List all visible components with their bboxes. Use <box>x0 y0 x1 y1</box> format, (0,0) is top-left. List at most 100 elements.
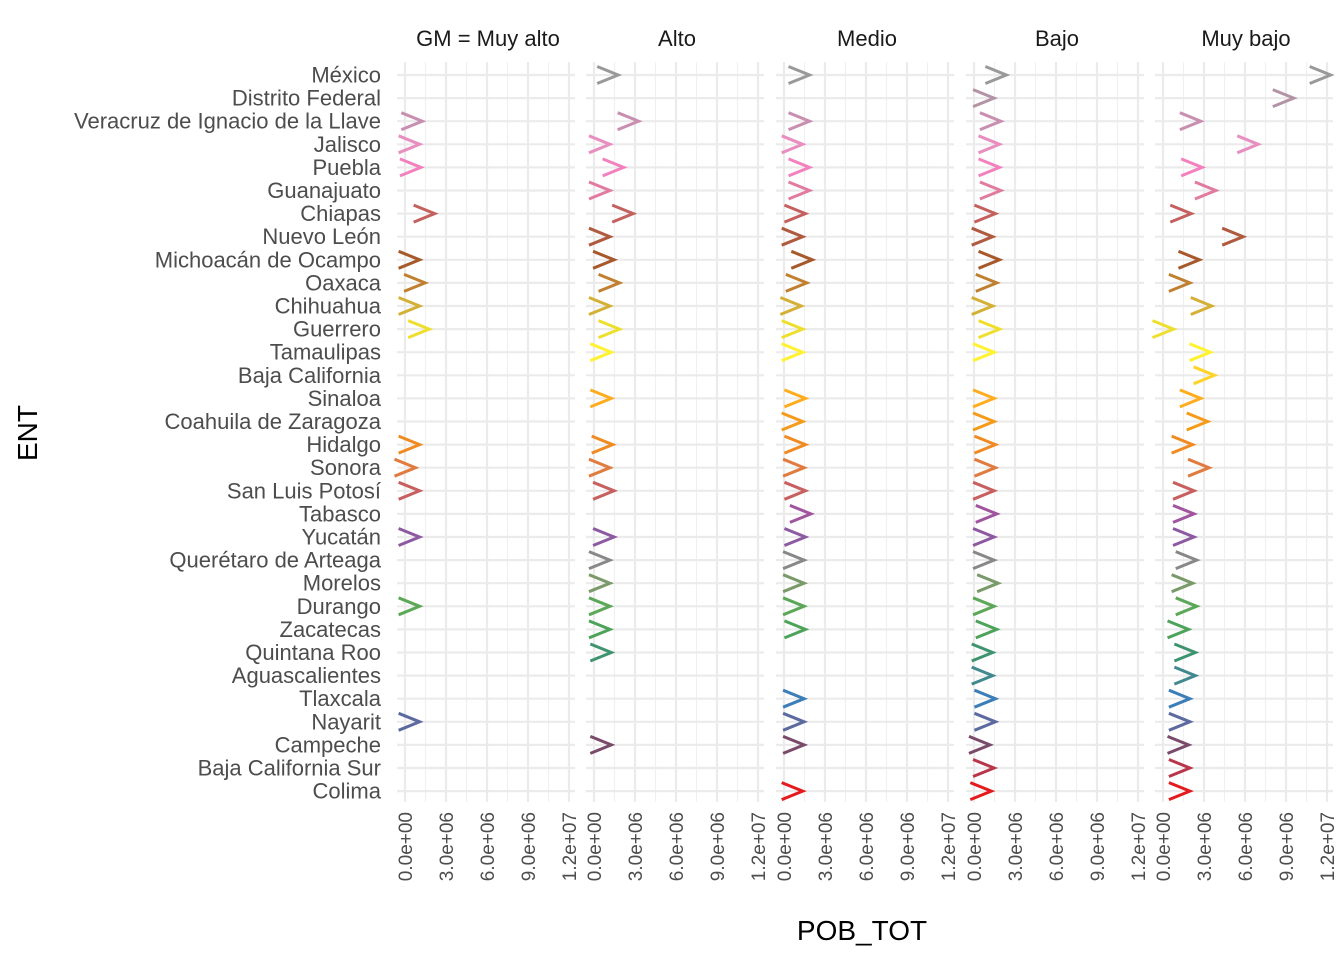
x-tick-label: 0.0e+00 <box>396 812 417 881</box>
x-tick-label: 3.0e+06 <box>1195 812 1216 881</box>
y-label-tlaxcala: Tlaxcala <box>299 686 382 711</box>
point-medio-tabasco <box>789 504 815 524</box>
y-label-san-luis-potosi: San Luis Potosí <box>227 478 381 503</box>
x-tick-label: 6.0e+06 <box>1047 812 1068 881</box>
point-muy-bajo-baja-california <box>1192 365 1219 386</box>
point-bajo-distrito-federal <box>972 88 999 108</box>
point-medio-sonora <box>782 457 809 478</box>
point-muy-bajo-colima <box>1168 781 1194 801</box>
point-bajo-durango <box>972 596 999 617</box>
point-alto-tamaulipas <box>589 342 616 363</box>
point-medio-veracruz-de-ignacio-de-la-llave <box>787 111 814 132</box>
y-label-guanajuato: Guanajuato <box>267 178 381 203</box>
point-alto-hidalgo <box>591 434 617 455</box>
point-alto-queretaro-de-arteaga <box>588 550 614 570</box>
y-label-sonora: Sonora <box>310 455 382 480</box>
y-label-campeche: Campeche <box>275 732 381 757</box>
point-medio-campeche <box>782 735 809 755</box>
point-muy-bajo-yucatan <box>1172 527 1198 547</box>
point-bajo-tabasco <box>975 504 1001 524</box>
point-bajo-jalisco <box>977 134 1004 155</box>
point-bajo-coahuila-de-zaragoza <box>972 411 999 432</box>
point-bajo-guerrero <box>977 319 1004 339</box>
point-medio-mexico <box>787 65 814 85</box>
point-alto-durango <box>588 596 614 617</box>
point-muy-bajo-nuevo-leon <box>1221 226 1248 247</box>
point-medio-sinaloa <box>783 388 810 409</box>
y-label-zacatecas: Zacatecas <box>280 617 382 642</box>
x-tick-label: 3.0e+06 <box>626 812 647 881</box>
y-label-guerrero: Guerrero <box>293 317 381 342</box>
point-muy-bajo-veracruz-de-ignacio-de-la-llave <box>1179 111 1205 132</box>
x-tick-label: 0.0e+00 <box>585 812 606 881</box>
grid-layer <box>397 62 1333 802</box>
y-label-morelos: Morelos <box>303 571 381 596</box>
point-bajo-tamaulipas <box>972 342 999 363</box>
y-label-puebla: Puebla <box>312 155 381 180</box>
y-label-michoacan-de-ocampo: Michoacán de Ocampo <box>155 247 381 272</box>
y-label-yucatan: Yucatán <box>301 525 381 550</box>
point-gm-muy-alto-jalisco <box>398 134 424 155</box>
y-axis-title: ENT <box>12 405 43 461</box>
point-bajo-yucatan <box>972 527 999 547</box>
point-bajo-puebla <box>977 157 1004 178</box>
y-label-nuevo-leon: Nuevo León <box>262 224 381 249</box>
point-gm-muy-alto-chiapas <box>413 203 439 224</box>
point-muy-bajo-michoacan-de-ocampo <box>1177 249 1204 270</box>
x-tick-label: 0.0e+00 <box>1154 812 1175 881</box>
y-label-tabasco: Tabasco <box>299 501 381 526</box>
y-label-mexico: México <box>311 63 381 88</box>
point-bajo-guanajuato <box>979 180 1005 201</box>
x-tick-label: 6.0e+06 <box>1236 812 1257 881</box>
y-label-veracruz-de-ignacio-de-la-llave: Veracruz de Ignacio de la Llave <box>74 109 381 134</box>
point-bajo-nuevo-leon <box>971 226 997 247</box>
point-medio-nuevo-leon <box>781 226 807 247</box>
point-bajo-morelos <box>976 573 1003 594</box>
point-muy-bajo-quintana-roo <box>1173 642 1200 663</box>
x-axis-title: POB_TOT <box>797 915 927 946</box>
point-muy-bajo-morelos <box>1171 573 1197 594</box>
point-bajo-quintana-roo <box>971 642 997 663</box>
x-tick-label: 9.0e+06 <box>519 812 540 881</box>
point-medio-morelos <box>782 573 809 594</box>
x-tick-label: 1.2e+07 <box>749 812 770 881</box>
point-alto-chiapas <box>611 203 638 224</box>
point-medio-coahuila-de-zaragoza <box>781 411 807 432</box>
point-gm-muy-alto-hidalgo <box>398 434 424 455</box>
point-alto-san-luis-potosi <box>592 480 619 501</box>
point-medio-durango <box>782 596 809 617</box>
x-tick-label: 9.0e+06 <box>898 812 919 881</box>
y-label-colima: Colima <box>313 779 382 804</box>
point-bajo-tlaxcala <box>973 688 1000 709</box>
facet-strip-layer: GM = Muy alto Alto Medio Bajo Muy bajo <box>416 26 1290 51</box>
point-muy-bajo-oaxaca <box>1168 273 1194 293</box>
point-medio-tamaulipas <box>781 342 807 363</box>
point-muy-bajo-aguascalientes <box>1173 665 1200 686</box>
point-medio-yucatan <box>783 527 810 547</box>
point-alto-yucatan <box>592 527 619 547</box>
point-muy-bajo-tabasco <box>1172 504 1198 524</box>
x-tick-label: 3.0e+06 <box>1006 812 1027 881</box>
point-muy-bajo-mexico <box>1309 65 1335 85</box>
point-alto-veracruz-de-ignacio-de-la-llave <box>617 111 643 132</box>
point-medio-queretaro-de-arteaga <box>782 550 809 570</box>
y-label-chiapas: Chiapas <box>300 201 381 226</box>
x-tick-label: 9.0e+06 <box>708 812 729 881</box>
y-label-quintana-roo: Quintana Roo <box>245 640 381 665</box>
x-tick-label: 3.0e+06 <box>437 812 458 881</box>
x-tick-label: 0.0e+00 <box>965 812 986 881</box>
y-label-nayarit: Nayarit <box>311 709 381 734</box>
point-alto-quintana-roo <box>589 642 616 663</box>
point-muy-bajo-sinaloa <box>1179 388 1205 409</box>
point-medio-colima <box>781 781 807 801</box>
point-alto-michoacan-de-ocampo <box>592 249 619 270</box>
x-tick-label: 6.0e+06 <box>478 812 499 881</box>
point-medio-tlaxcala <box>782 688 809 709</box>
x-tick-label: 1.2e+07 <box>1129 812 1150 881</box>
point-bajo-san-luis-potosi <box>972 480 999 501</box>
y-label-baja-california-sur: Baja California Sur <box>198 756 381 781</box>
x-tick-label: 3.0e+06 <box>816 812 837 881</box>
y-label-tamaulipas: Tamaulipas <box>270 340 381 365</box>
